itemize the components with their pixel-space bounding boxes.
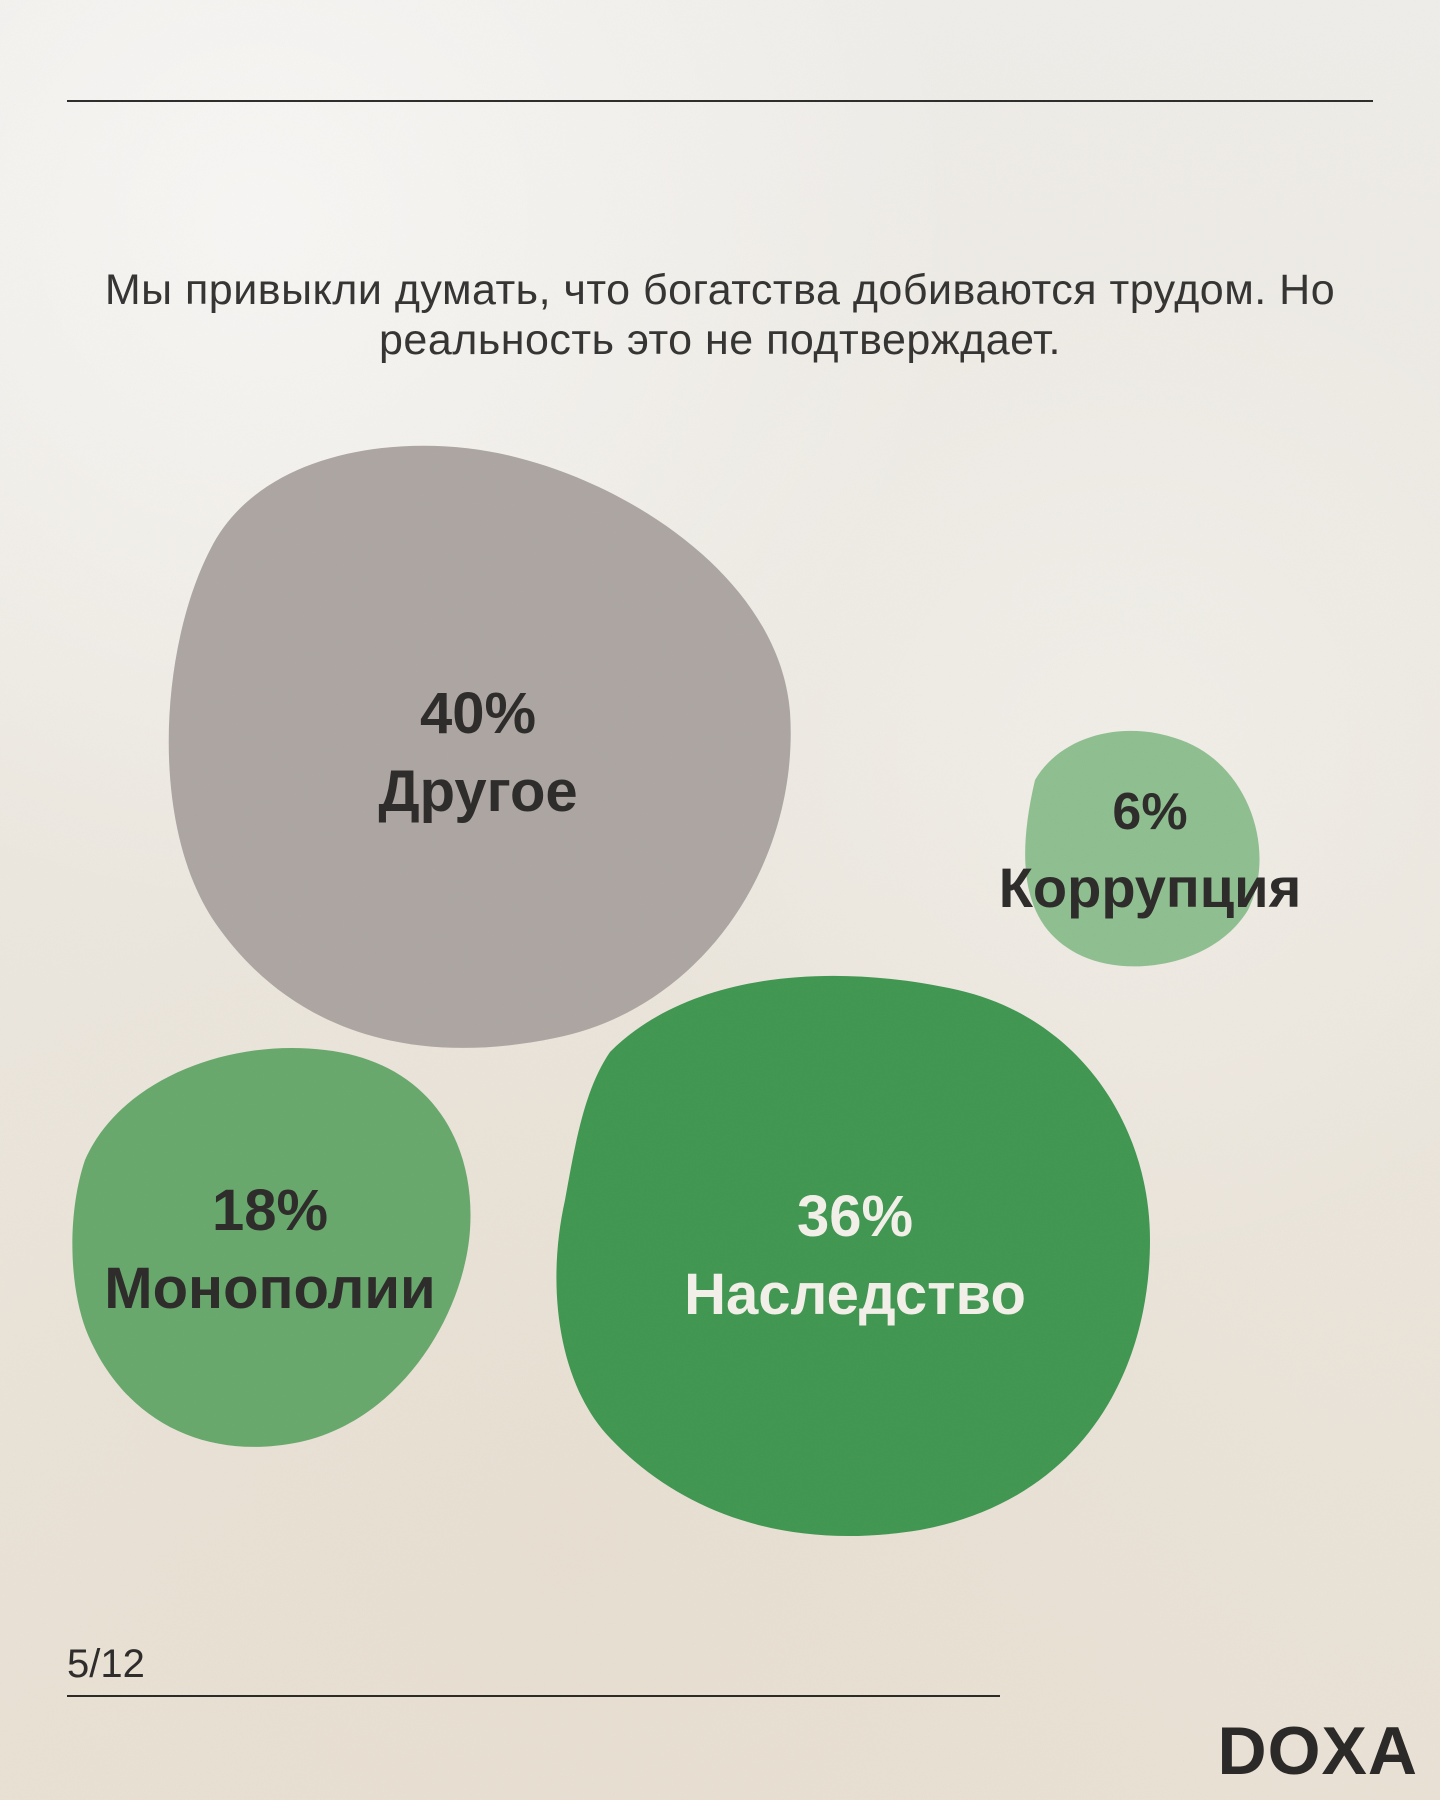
- bubble-drugoe-value: 40%: [419, 681, 537, 746]
- bubble-monopolii-value: 18%: [211, 1178, 329, 1243]
- bubble-monopolii-label: Монополии: [104, 1256, 436, 1321]
- bubble-korrupciya-label: Коррупция: [998, 856, 1302, 919]
- bubble-nasledstvo-value: 36%: [796, 1184, 914, 1249]
- brand-logo: DOXA: [1217, 1713, 1418, 1789]
- bubble-drugoe-label: Другое: [378, 759, 578, 824]
- bubble-label-nasledstvo: 36% Наследство: [684, 1188, 1026, 1324]
- bottom-divider: [67, 1695, 1000, 1697]
- bubble-label-monopolii: 18% Монополии: [104, 1182, 435, 1318]
- bubble-nasledstvo-label: Наследство: [684, 1262, 1026, 1327]
- bubble-label-korrupciya: 6% Коррупция: [999, 786, 1302, 916]
- page-number: 5/12: [67, 1642, 145, 1686]
- bubble-korrupciya-value: 6%: [1112, 783, 1188, 841]
- bubble-label-drugoe: 40% Другое: [378, 685, 577, 821]
